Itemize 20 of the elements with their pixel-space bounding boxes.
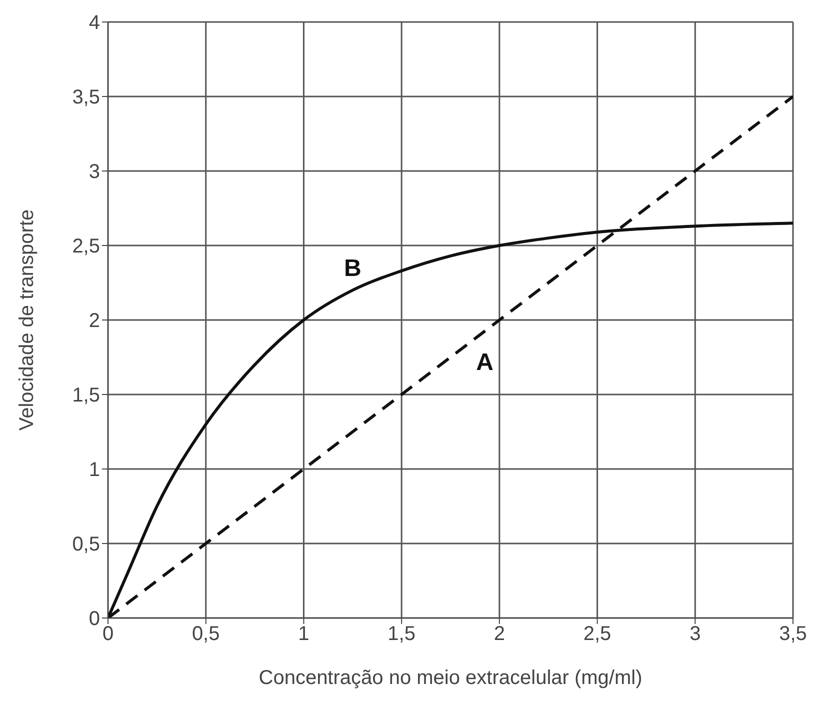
series-label: A xyxy=(476,349,494,376)
x-tick-label: 0,5 xyxy=(192,623,220,646)
y-tick-label: 1 xyxy=(88,459,100,482)
x-tick-label: 3 xyxy=(690,623,701,646)
series-label: B xyxy=(344,255,362,282)
x-tick-label: 1,5 xyxy=(388,623,416,646)
x-tick-label: 3,5 xyxy=(779,623,807,646)
x-axis-title: Concentração no meio extracelular (mg/ml) xyxy=(258,667,642,689)
y-tick-label: 3 xyxy=(88,161,100,184)
y-tick-label: 4 xyxy=(88,12,100,34)
y-axis-title: Velocidade de transporte xyxy=(16,209,38,431)
x-tick-label: 1 xyxy=(298,623,310,646)
y-tick-label: 1,5 xyxy=(72,384,100,407)
y-tick-label: 3,5 xyxy=(72,86,100,109)
y-tick-label: 0,5 xyxy=(72,534,100,556)
y-tick-label: 0 xyxy=(88,608,100,630)
y-tick-label: 2,5 xyxy=(72,236,100,258)
x-tick-label: 2 xyxy=(494,623,505,646)
x-tick-label: 2,5 xyxy=(583,623,612,646)
y-tick-label: 2 xyxy=(88,310,100,332)
